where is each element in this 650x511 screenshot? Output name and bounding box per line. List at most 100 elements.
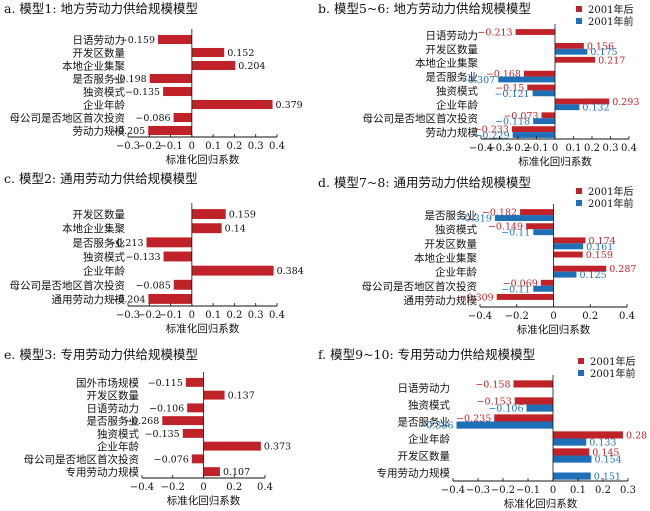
bar-before-3 xyxy=(456,421,553,429)
value-label-after-8: −0.205 xyxy=(110,126,145,137)
chart-title: b. 模型5~6: 地方劳动力供给规模模型 xyxy=(318,1,531,16)
category-label: 通用劳动力规模 xyxy=(404,294,478,307)
x-tick-label: −0.3 xyxy=(116,141,140,152)
category-label: 本地企业集聚 xyxy=(62,222,125,235)
category-label: 独资模式 xyxy=(83,86,125,99)
category-label: 开发区数量 xyxy=(73,208,126,221)
bar-after-5 xyxy=(553,265,607,272)
bar-before-6 xyxy=(533,285,554,292)
x-tick-label: −0.3 xyxy=(116,310,140,321)
value-label-after-1: 0.159 xyxy=(229,210,256,221)
value-label-before-2: −0.11 xyxy=(501,228,530,239)
value-label-after-1: −0.159 xyxy=(120,35,155,46)
bar-after-3 xyxy=(553,237,586,244)
category-label: 日语劳动力 xyxy=(426,29,479,42)
category-label: 开发区数量 xyxy=(426,43,479,56)
value-label-before-6: −0.11 xyxy=(501,284,530,295)
legend-swatch-before xyxy=(576,200,582,206)
category-label: 独资模式 xyxy=(436,84,478,97)
value-label-after-5: −0.15 xyxy=(495,83,524,94)
x-tick-label: 0.1 xyxy=(205,141,221,152)
bar-after-3 xyxy=(191,60,236,71)
category-label: 企业年龄 xyxy=(97,440,139,453)
value-label-after-7: −0.073 xyxy=(503,111,538,122)
bar-after-1 xyxy=(515,29,555,35)
value-label-after-4: −0.133 xyxy=(125,252,160,263)
x-tick-label: −0.1 xyxy=(516,485,540,496)
bar-after-5 xyxy=(182,428,204,438)
legend-swatch-after xyxy=(576,6,582,12)
bar-after-6 xyxy=(203,441,261,451)
x-axis-label: 标准化回归系数 xyxy=(166,322,240,335)
category-label: 母公司是否地区首次投资 xyxy=(10,279,126,292)
x-tick-label: 0.4 xyxy=(619,311,635,322)
x-tick-label: 0 xyxy=(550,311,556,322)
category-label: 开发区数量 xyxy=(398,450,451,463)
bar-after-5 xyxy=(553,448,590,456)
bar-after-1 xyxy=(520,209,554,216)
bar-after-4 xyxy=(523,70,555,77)
value-label-after-2: 0.137 xyxy=(228,391,255,402)
value-label-after-4: −0.168 xyxy=(486,69,521,80)
x-tick-label: 0.3 xyxy=(603,143,619,154)
bar-after-7 xyxy=(148,293,192,304)
legend-label-before: 2001年前 xyxy=(588,15,633,28)
bar-after-8 xyxy=(148,125,192,136)
x-tick-label: 0.1 xyxy=(570,485,586,496)
category-label: 日语劳动力 xyxy=(87,402,140,415)
bar-before-7 xyxy=(533,118,555,125)
value-label-after-3: −0.106 xyxy=(149,403,184,414)
bar-before-3 xyxy=(553,243,584,250)
chart-title: f. 模型9~10: 专用劳动力供给规模模型 xyxy=(318,347,535,362)
bar-before-6 xyxy=(553,472,591,480)
value-label-after-3: 0.217 xyxy=(598,55,625,66)
bar-after-4 xyxy=(149,73,192,84)
value-label-after-4: 0.28 xyxy=(626,430,647,441)
category-label: 专用劳动力规模 xyxy=(377,467,451,480)
value-label-after-6: 0.373 xyxy=(264,442,291,453)
category-label: 专用劳动力规模 xyxy=(66,466,140,479)
bar-before-1 xyxy=(494,215,554,222)
value-label-after-7: −0.204 xyxy=(110,294,145,305)
bar-after-2 xyxy=(203,390,225,400)
x-axis-label: 标准化回归系数 xyxy=(166,153,240,166)
value-label-before-5: −0.121 xyxy=(494,89,529,100)
value-label-after-5: −0.135 xyxy=(145,429,180,440)
bar-before-8 xyxy=(512,132,555,138)
legend-label-before: 2001年前 xyxy=(590,367,635,380)
value-label-after-5: 0.287 xyxy=(609,264,636,275)
value-label-before-5: 0.154 xyxy=(595,455,622,466)
value-label-after-4: −0.268 xyxy=(124,416,159,427)
bar-after-4 xyxy=(553,431,623,439)
bar-after-4 xyxy=(162,416,204,426)
bar-after-8 xyxy=(203,467,220,477)
value-label-after-7: −0.309 xyxy=(459,292,494,303)
category-label: 母公司是否地区首次投资 xyxy=(363,112,479,125)
value-label-after-5: 0.145 xyxy=(592,447,619,458)
x-axis-label: 标准化回归系数 xyxy=(517,323,591,336)
value-label-after-8: 0.107 xyxy=(223,467,250,478)
x-tick-label: 0.2 xyxy=(595,485,611,496)
bar-after-1 xyxy=(191,209,226,220)
value-label-before-8: −0.229 xyxy=(474,130,509,141)
value-label-before-3: 0.161 xyxy=(586,242,613,253)
x-axis-label: 标准化回归系数 xyxy=(167,494,241,507)
category-label: 是否服务业 xyxy=(73,73,126,86)
x-tick-label: −0.2 xyxy=(506,143,530,154)
bar-after-8 xyxy=(511,126,555,133)
category-label: 是否服务业 xyxy=(426,71,479,84)
value-label-after-4: 0.159 xyxy=(586,250,613,261)
value-label-after-2: −0.149 xyxy=(488,222,523,233)
value-label-after-5: −0.135 xyxy=(125,87,160,98)
value-label-after-1: −0.213 xyxy=(477,28,512,39)
value-label-after-6: −0.085 xyxy=(136,280,171,291)
bar-after-5 xyxy=(191,265,274,276)
category-label: 企业年龄 xyxy=(83,99,125,112)
